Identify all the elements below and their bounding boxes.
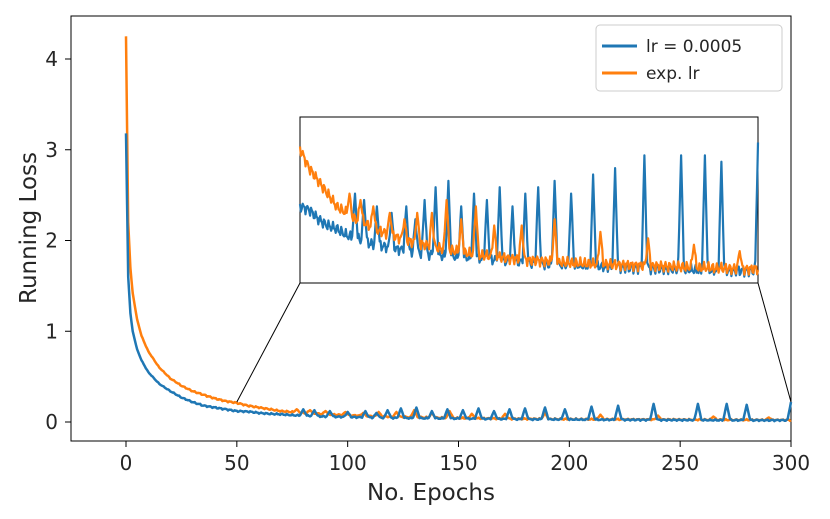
legend-box — [595, 24, 783, 92]
x-tick-label: 100 — [329, 451, 367, 475]
inset-series-layer — [298, 142, 760, 278]
y-tick-label: 1 — [45, 319, 58, 343]
inset-line-lr — [298, 142, 760, 278]
inset-connector-left — [236, 282, 301, 403]
series-line-lr — [124, 133, 793, 423]
inset-line-exp — [298, 146, 760, 276]
y-tick-label: 0 — [45, 410, 58, 434]
x-tick-label: 50 — [224, 451, 249, 475]
inset-connector-right — [757, 282, 792, 403]
x-tick-label: 250 — [661, 451, 699, 475]
x-tick-label: 300 — [772, 451, 810, 475]
y-tick-label: 2 — [45, 229, 58, 253]
legend-label-exp: exp. lr — [646, 64, 700, 84]
y-tick-label: 4 — [45, 47, 58, 71]
y-axis-ticks: 0 1 2 3 4 — [45, 47, 71, 434]
legend: lr = 0.0005 exp. lr — [595, 24, 783, 92]
x-axis-ticks: 0 50 100 150 200 250 300 — [120, 441, 810, 475]
y-axis-title: Running Loss — [16, 152, 42, 304]
series-layer — [124, 36, 793, 423]
legend-label-lr: lr = 0.0005 — [646, 37, 742, 57]
x-tick-label: 0 — [120, 451, 133, 475]
x-tick-label: 200 — [550, 451, 588, 475]
x-tick-label: 150 — [439, 451, 477, 475]
y-tick-label: 3 — [45, 138, 58, 162]
x-axis-title: No. Epochs — [367, 480, 495, 506]
